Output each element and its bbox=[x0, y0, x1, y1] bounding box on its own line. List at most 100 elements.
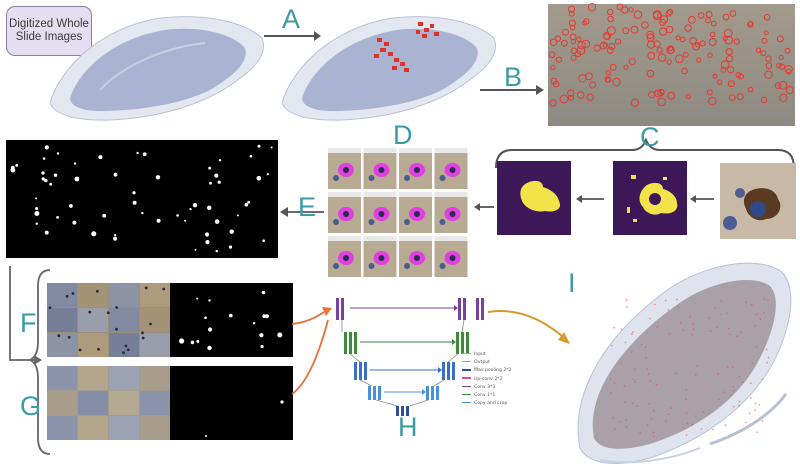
neuron-crop-stained bbox=[720, 163, 796, 239]
legend-arrow-icon bbox=[462, 360, 471, 363]
wsi-label-box: Digitized Whole Slide Images bbox=[6, 6, 92, 56]
detection-circle bbox=[622, 27, 630, 35]
mask-blob bbox=[132, 200, 137, 205]
mask-blob bbox=[262, 239, 266, 242]
upsample-path bbox=[433, 379, 445, 387]
detection-circle bbox=[765, 62, 773, 70]
legend-label: Max pooling 2*2 bbox=[474, 368, 512, 374]
detection-circle bbox=[570, 54, 577, 61]
mask-blob bbox=[260, 344, 264, 349]
detection-circle bbox=[729, 10, 737, 17]
detection-circle bbox=[561, 39, 568, 47]
neuron-crop-tile bbox=[328, 236, 361, 277]
mask-blob bbox=[264, 314, 269, 319]
detection-circle bbox=[755, 47, 762, 53]
legend-label: Input bbox=[474, 352, 486, 357]
zoomed-tissue-detections bbox=[548, 3, 795, 126]
detection-circle bbox=[559, 94, 569, 104]
mask-blob bbox=[277, 332, 283, 338]
unet-feature-map bbox=[456, 332, 459, 354]
unet-feature-map bbox=[463, 298, 466, 320]
mask-blob bbox=[35, 207, 39, 210]
mask-blob bbox=[176, 214, 179, 217]
brace-c bbox=[495, 137, 795, 169]
mask-blob bbox=[35, 197, 38, 200]
mask-blob bbox=[247, 200, 251, 204]
mask-blob bbox=[98, 155, 103, 160]
detection-circle bbox=[784, 64, 793, 74]
neuron-crop-tile bbox=[434, 148, 468, 189]
detection-circle bbox=[616, 3, 624, 11]
detection-circle bbox=[583, 18, 590, 25]
detection-circle bbox=[706, 89, 713, 96]
detection-circle bbox=[578, 74, 587, 83]
detection-circle bbox=[685, 94, 691, 99]
detection-circle bbox=[712, 73, 718, 79]
unet-feature-map bbox=[458, 298, 461, 320]
detection-circle bbox=[720, 66, 727, 73]
unet-feature-map bbox=[364, 362, 367, 380]
detection-circle bbox=[674, 54, 684, 64]
detection-circle bbox=[776, 62, 782, 69]
unet-feature-map bbox=[354, 332, 357, 354]
mask-blob bbox=[256, 175, 262, 181]
detection-circle bbox=[722, 13, 730, 21]
detection-circle bbox=[657, 97, 666, 107]
detection-circle bbox=[761, 37, 768, 44]
mask-blob bbox=[56, 216, 59, 219]
detection-circle bbox=[586, 93, 594, 101]
mask-binary-noisy bbox=[613, 161, 687, 235]
detection-circle bbox=[653, 40, 661, 48]
detection-circle bbox=[603, 33, 611, 40]
detection-circle bbox=[646, 69, 655, 78]
unet-legend-item: Max pooling 2*2 bbox=[462, 368, 511, 373]
mask-blob bbox=[196, 297, 199, 300]
detection-circle bbox=[764, 70, 773, 79]
detection-circle bbox=[574, 50, 582, 58]
detection-circle bbox=[576, 91, 585, 99]
mask-blob bbox=[44, 230, 49, 235]
detection-circle bbox=[550, 65, 556, 71]
detection-circle bbox=[665, 10, 672, 17]
test-tiles-g bbox=[47, 366, 170, 440]
detection-circle bbox=[607, 8, 614, 16]
unet-feature-map bbox=[442, 362, 445, 380]
unet-legend-item: Input bbox=[462, 352, 486, 357]
arrow-to-b bbox=[480, 85, 544, 95]
detection-circle bbox=[683, 51, 689, 58]
detection-circle bbox=[760, 96, 768, 104]
detection-circle bbox=[720, 60, 730, 70]
detection-circle bbox=[727, 80, 735, 88]
detection-circle bbox=[774, 82, 782, 89]
mask-blob bbox=[15, 164, 19, 167]
detection-circle bbox=[630, 98, 640, 107]
mask-blob bbox=[244, 202, 249, 207]
detection-circle bbox=[593, 44, 601, 52]
wsi-label: Digitized Whole Slide Images bbox=[9, 18, 89, 43]
unet-legend-item: Up-conv 2*2 bbox=[462, 377, 503, 382]
neuron-crop-tile bbox=[363, 148, 397, 189]
arrow-c-to-large bbox=[576, 195, 604, 203]
detection-circle bbox=[697, 12, 705, 19]
mask-blob bbox=[72, 220, 77, 225]
detection-circle bbox=[778, 80, 788, 90]
mask-blob bbox=[42, 157, 46, 160]
detection-circle bbox=[606, 26, 616, 36]
detection-circle bbox=[548, 51, 556, 59]
legend-label: Up-conv 2*2 bbox=[474, 376, 503, 382]
unet-feature-map bbox=[431, 386, 434, 400]
detection-circle bbox=[735, 72, 742, 78]
legend-arrow-icon bbox=[462, 352, 471, 355]
step-label-c: C bbox=[640, 122, 660, 152]
detection-circle bbox=[552, 80, 560, 88]
detection-circle bbox=[725, 48, 733, 56]
legend-label: Output bbox=[474, 360, 490, 366]
mask-blob bbox=[252, 322, 256, 325]
mask-blob bbox=[156, 218, 161, 223]
mask-blob bbox=[208, 327, 213, 332]
detection-circle bbox=[659, 89, 665, 95]
detection-circle bbox=[652, 9, 662, 19]
detection-circle bbox=[667, 46, 675, 55]
downsample-path bbox=[349, 353, 361, 363]
unet-legend: Input Output Max pooling 2*2 Up-conv 2*2 Con… bbox=[462, 352, 532, 422]
